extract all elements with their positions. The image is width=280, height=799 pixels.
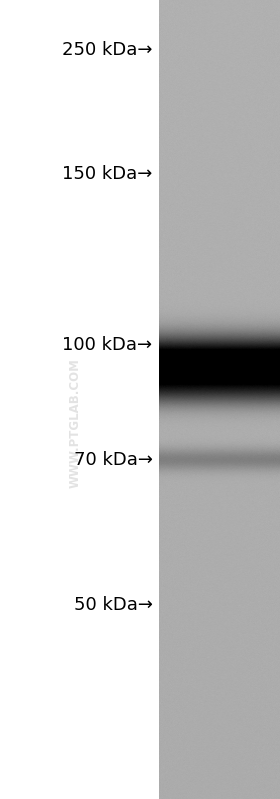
Text: 100 kDa→: 100 kDa→ [62,336,153,354]
Bar [0,0,159,799]
Text: 150 kDa→: 150 kDa→ [62,165,153,183]
Text: 50 kDa→: 50 kDa→ [74,596,153,614]
Text: 70 kDa→: 70 kDa→ [74,451,153,469]
Text: WWW.PTGLAB.COM: WWW.PTGLAB.COM [69,359,82,488]
Text: 250 kDa→: 250 kDa→ [62,41,153,58]
